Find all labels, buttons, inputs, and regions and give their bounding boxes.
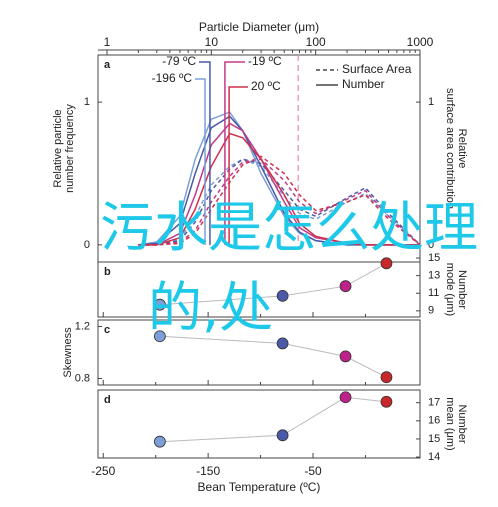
y2-tick-label: 9 — [428, 305, 434, 317]
axis-label: Relative particle number frequency — [52, 104, 76, 193]
point — [276, 429, 289, 442]
x-axis-title: Particle Diameter (μm) — [199, 20, 319, 34]
y2-tick-label: 15 — [428, 252, 440, 264]
marker-label: -19 ºC — [248, 54, 282, 68]
point — [153, 298, 166, 311]
x-axis-title: Bean Temperature (ºC) — [198, 480, 321, 494]
x-tick-label: 10 — [205, 35, 219, 49]
overlay-text: 的,处 — [148, 276, 273, 339]
panel-frame — [97, 389, 421, 459]
y-tick-label: 0.8 — [75, 372, 90, 384]
x-tick-label: -50 — [304, 464, 322, 478]
panel-letter: b — [104, 266, 111, 278]
series-line — [138, 155, 421, 246]
legend-label: Surface Area — [342, 62, 412, 76]
point — [380, 395, 393, 408]
point — [153, 435, 166, 448]
point — [380, 371, 393, 384]
y2-tick-label: 16 — [428, 415, 440, 427]
y2-tick-label: 0 — [428, 239, 434, 251]
y2-tick-label: 17 — [428, 397, 440, 409]
point — [339, 391, 352, 404]
point — [153, 330, 166, 343]
x-tick-label: -150 — [196, 464, 220, 478]
axis-label-line: Skewness — [62, 327, 74, 378]
point — [380, 257, 393, 270]
point — [339, 350, 352, 363]
point — [339, 280, 352, 293]
y2-tick-label: 1 — [428, 96, 434, 108]
axis-label-line: mode (μm) — [444, 263, 456, 316]
axis-label-line: surface area contribution — [444, 88, 456, 209]
x-tick-label: 1 — [104, 35, 111, 49]
axis-label-line: number frequency — [64, 104, 76, 193]
x-tick-label: 100 — [306, 35, 326, 49]
x-tick-label: 1000 — [407, 35, 434, 49]
point — [276, 337, 289, 350]
trend-line — [159, 262, 387, 306]
axis-label-line: Number — [456, 270, 468, 309]
y-tick-label: 0 — [84, 239, 90, 251]
axis-label-line: Relative particle — [52, 109, 64, 187]
panel-letter: c — [104, 324, 110, 336]
marker-label: 20 ºC — [251, 79, 281, 93]
series-line — [138, 158, 421, 246]
marker-line — [195, 78, 206, 245]
trend-line — [159, 335, 387, 378]
marker-line — [228, 86, 248, 245]
legend-label: Number — [342, 77, 385, 91]
axis-label-line: Number — [456, 404, 468, 443]
trend-line — [159, 396, 387, 443]
panel-letter: d — [104, 394, 111, 406]
y2-tick-label: 15 — [428, 433, 440, 445]
panel-frame — [97, 319, 421, 386]
axis-label-line: Relative — [456, 129, 468, 169]
y-tick-label: 1 — [84, 96, 90, 108]
y2-tick-label: 13 — [428, 270, 440, 282]
y-tick-label: 1.2 — [75, 320, 90, 332]
axis-label: Skewness — [62, 327, 74, 378]
x-tick-label: -250 — [91, 464, 115, 478]
axis-label-line: mean (μm) — [444, 397, 456, 450]
point — [276, 289, 289, 302]
marker-label: -79 ºC — [162, 54, 196, 68]
series-line — [138, 132, 420, 246]
y2-tick-label: 14 — [428, 451, 440, 463]
series-line — [138, 158, 421, 246]
overlay-text: 污水是怎么处理 — [100, 196, 478, 259]
marker-line — [224, 61, 245, 245]
marker-line — [199, 61, 211, 245]
y2-tick-label: 11 — [428, 287, 439, 299]
marker-label: -196 ºC — [152, 71, 193, 85]
panel-letter: a — [104, 59, 111, 71]
panel-frame — [97, 261, 421, 318]
